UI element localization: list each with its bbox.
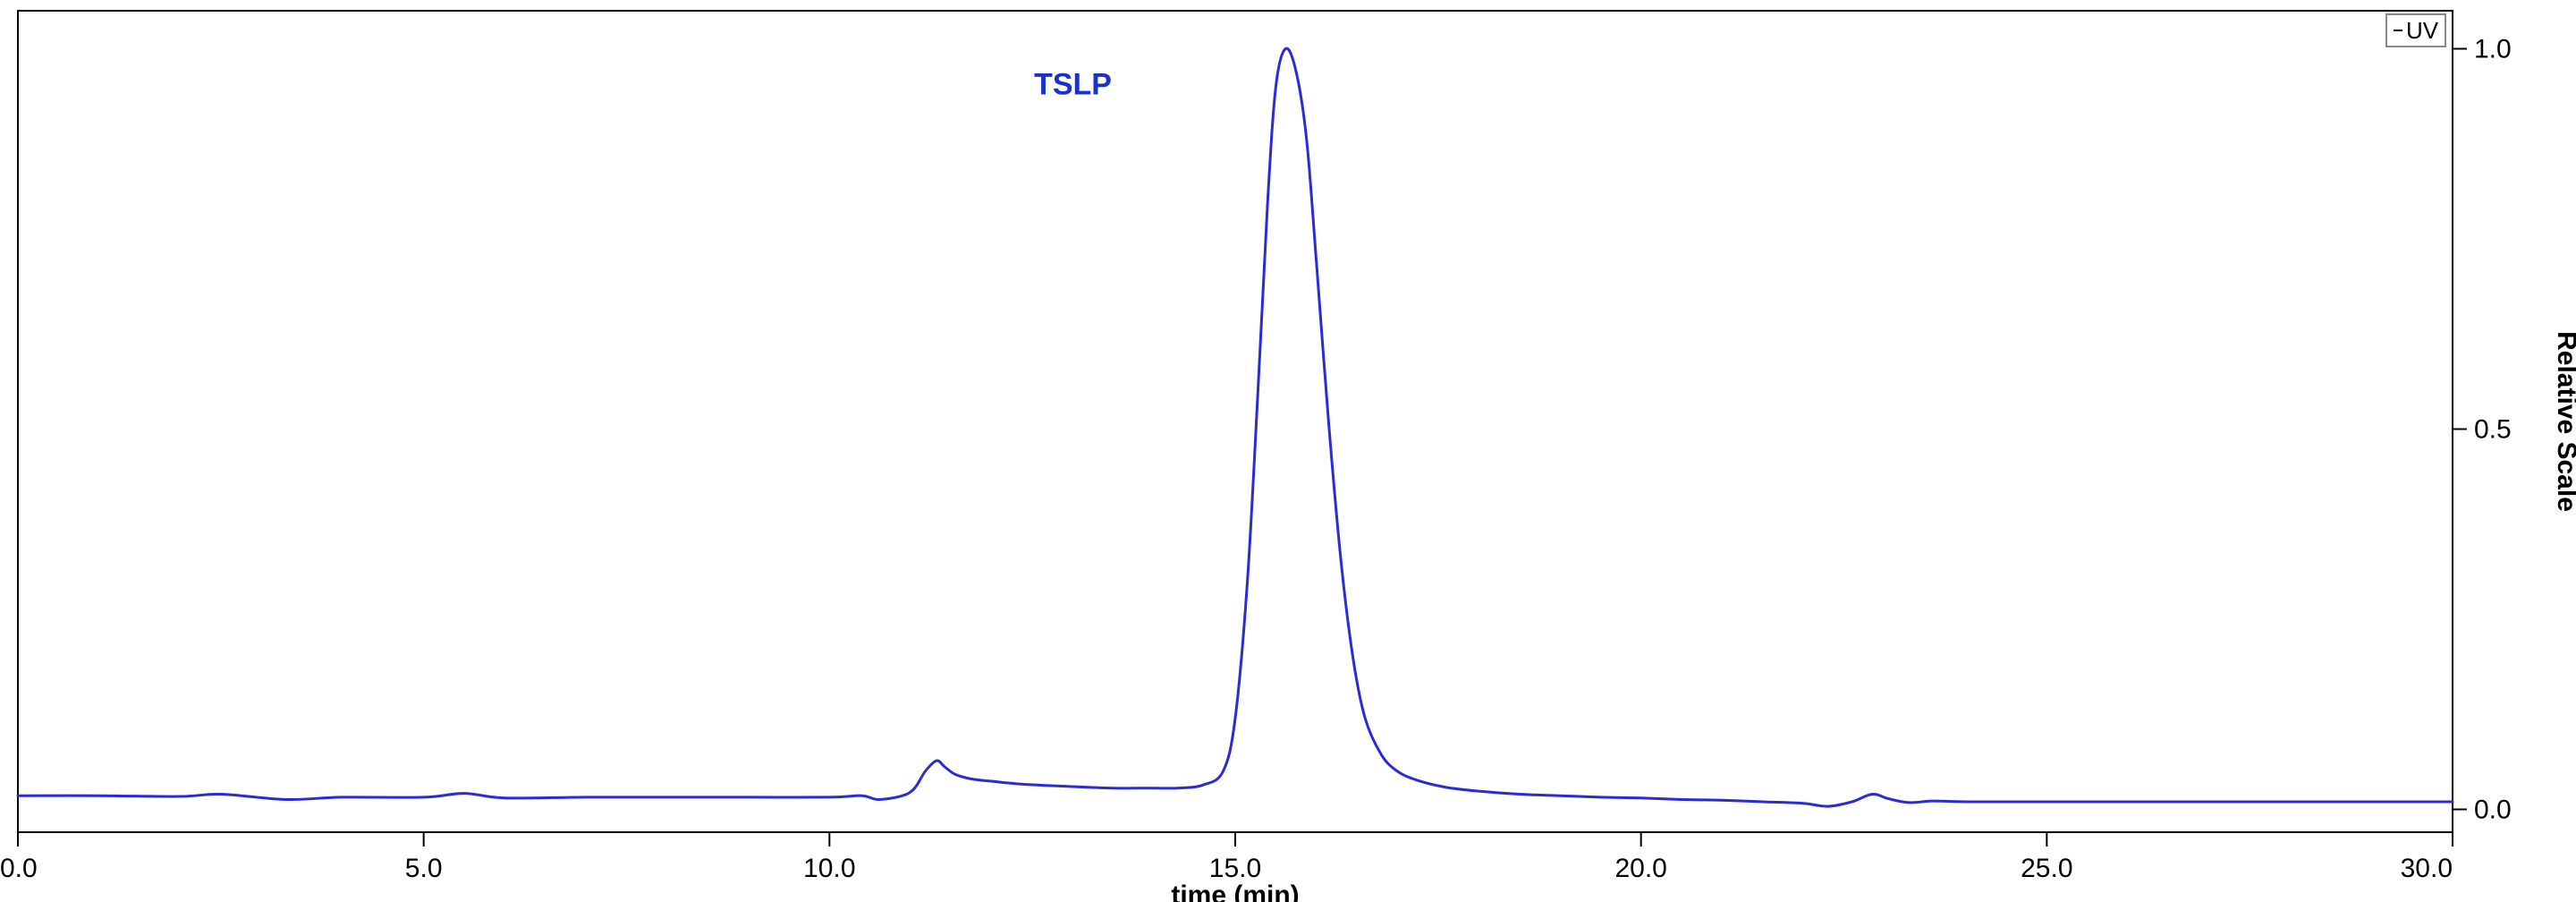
x-tick-label: 20.0 (1614, 854, 1666, 883)
y-tick-label: 0.0 (2474, 796, 2512, 825)
x-tick-label: 0.0 (0, 854, 38, 883)
peak-label: TSLP (1034, 68, 1112, 102)
y-axis-label: Relative Scale (2552, 331, 2576, 512)
chromatogram-chart: 0.0 5.0 10.0 15.0 20.0 25.0 30.0 time (min) 0.0 0… (0, 0, 2576, 902)
y-tick-label: 0.5 (2474, 415, 2512, 445)
x-tick-label: 5.0 (405, 854, 443, 883)
y-tick-label: 1.0 (2474, 35, 2512, 64)
x-tick-label: 10.0 (803, 854, 855, 883)
x-tick-label: 15.0 (1209, 854, 1261, 883)
x-tick-label: 30.0 (2401, 854, 2453, 883)
chart-background (0, 0, 2576, 902)
legend-text: UV (2406, 17, 2439, 44)
x-axis-label: time (min) (1171, 881, 1299, 902)
x-tick-label: 25.0 (2021, 854, 2072, 883)
chart-svg: 0.0 5.0 10.0 15.0 20.0 25.0 30.0 time (min) 0.0 0… (0, 0, 2576, 902)
